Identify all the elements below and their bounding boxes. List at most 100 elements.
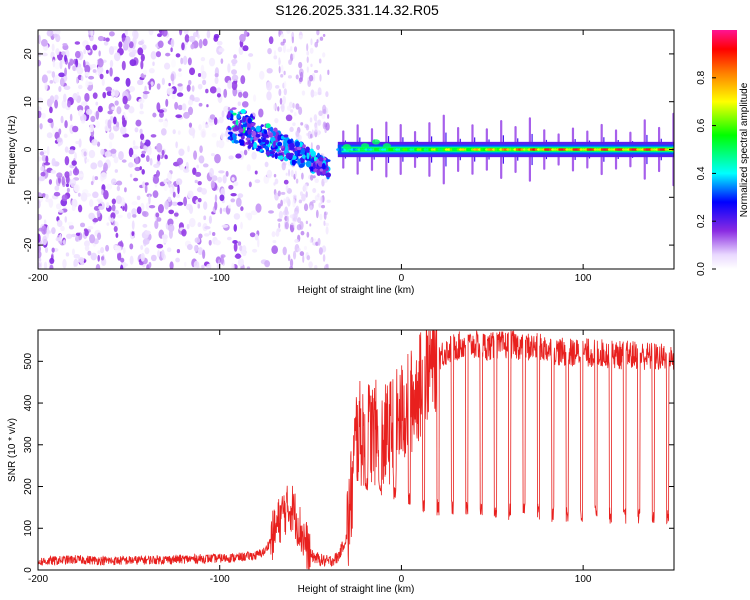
spectrogram-cell bbox=[38, 250, 42, 259]
spectrogram-cell bbox=[41, 193, 46, 198]
spectrogram-cell bbox=[95, 110, 100, 120]
spectrogram-cell bbox=[294, 238, 300, 243]
spectrogram-cell bbox=[92, 217, 99, 223]
spectrogram-cell bbox=[208, 215, 212, 224]
spectrogram-cell bbox=[397, 148, 401, 151]
spectrogram-cell bbox=[77, 105, 84, 112]
spectrogram-cell bbox=[129, 59, 137, 67]
spectrogram-cell bbox=[338, 148, 342, 151]
spectrogram-cell bbox=[140, 53, 145, 62]
spectrogram-cell bbox=[217, 176, 223, 183]
spectrogram-cell bbox=[206, 104, 209, 108]
spectrogram-cell bbox=[100, 246, 105, 254]
spectrogram-cell bbox=[268, 36, 274, 45]
spectrogram-cell bbox=[292, 53, 295, 60]
figure-title: S126.2025.331.14.32.R05 bbox=[275, 2, 439, 18]
spectrogram-cell bbox=[148, 83, 152, 91]
spectrogram-cell bbox=[640, 148, 645, 151]
spectrogram-cell bbox=[38, 233, 41, 243]
spectrogram-cell bbox=[84, 71, 90, 77]
spectrogram-cell bbox=[116, 180, 123, 186]
spectrogram-cell bbox=[203, 233, 210, 237]
spectrogram-cell bbox=[285, 114, 293, 122]
spectrogram-cell bbox=[240, 221, 243, 230]
spectrogram-cell bbox=[278, 210, 283, 220]
spectrogram-cell bbox=[84, 245, 90, 252]
spectrogram-cell bbox=[282, 95, 286, 105]
spectrogram-cell bbox=[529, 148, 534, 151]
spectrogram-y-axis: -20 -10 0 10 20 bbox=[23, 48, 674, 252]
spectrogram-cell bbox=[574, 148, 579, 151]
spectrogram-cell bbox=[62, 259, 67, 269]
spectrogram-cell bbox=[308, 261, 313, 269]
spectrogram-cell bbox=[38, 34, 41, 45]
spectrogram-cell bbox=[89, 36, 94, 42]
spectrogram-cell bbox=[659, 148, 664, 151]
spectrogram-cell bbox=[126, 212, 132, 219]
spectrogram-cell bbox=[98, 200, 101, 204]
spectrogram-cell bbox=[503, 148, 508, 151]
spectrogram-cell bbox=[631, 148, 635, 151]
spectrogram-cell bbox=[326, 199, 331, 203]
spectrogram-cell bbox=[302, 154, 306, 159]
spectrogram-cell bbox=[666, 148, 671, 151]
spectrogram-cell bbox=[38, 176, 45, 182]
spectrogram-cell bbox=[321, 163, 326, 170]
spectrogram-cell bbox=[58, 209, 64, 213]
spectrogram-cell bbox=[291, 36, 294, 44]
spectrogram-cell bbox=[109, 59, 114, 68]
spectrogram-cell bbox=[664, 148, 668, 151]
spectrogram-cell bbox=[156, 83, 161, 90]
spectrogram-cell bbox=[282, 246, 287, 256]
spectrogram-cell bbox=[51, 247, 55, 253]
spectrogram-cell bbox=[588, 148, 593, 151]
spectrogram-cell bbox=[187, 190, 194, 199]
spectrogram-cell bbox=[145, 202, 150, 210]
spectrogram-cell bbox=[292, 102, 295, 109]
spectrogram-cell bbox=[277, 203, 281, 210]
spectrogram-cell bbox=[64, 216, 68, 223]
spectrogram-cell bbox=[144, 85, 147, 93]
spectrogram-cell bbox=[265, 151, 271, 155]
spectrogram-cell bbox=[534, 148, 538, 151]
spectrogram-cell bbox=[41, 52, 48, 57]
spectrogram-cell bbox=[282, 38, 286, 44]
spectrogram-cell bbox=[43, 261, 48, 269]
spectrogram-cell bbox=[292, 122, 296, 127]
spectrogram-cell bbox=[187, 57, 192, 66]
spectrogram-cell bbox=[87, 250, 92, 256]
spectrogram-cell bbox=[152, 190, 159, 199]
spectrogram-cell bbox=[249, 232, 256, 238]
spectrogram-cell bbox=[131, 208, 137, 216]
spectrogram-cell bbox=[132, 145, 139, 150]
spectrogram-cell bbox=[325, 159, 331, 162]
spectrogram-cell bbox=[284, 206, 289, 215]
spectrogram-cell bbox=[231, 58, 238, 65]
spectrogram-cell bbox=[194, 237, 201, 244]
spectrogram-cell bbox=[310, 150, 316, 157]
spectrogram-cell bbox=[626, 148, 630, 151]
spectrogram-x-axis-label: Height of straight line (km) bbox=[298, 285, 415, 296]
spectrogram-cell bbox=[144, 247, 150, 255]
spectrogram-cell bbox=[293, 211, 299, 218]
spectrogram-cell bbox=[51, 71, 56, 78]
spectrogram-cell bbox=[274, 192, 279, 201]
spectrogram-cell bbox=[59, 77, 65, 87]
spectrogram-cell bbox=[289, 266, 294, 269]
spectrogram-cell bbox=[235, 153, 242, 159]
spectrogram-cell bbox=[253, 141, 258, 149]
spectrogram-cell bbox=[54, 99, 59, 109]
spectrogram-cell bbox=[264, 139, 270, 145]
spectrogram-cell bbox=[52, 59, 56, 68]
spectrogram-cell bbox=[169, 186, 173, 195]
spectrogram-cell bbox=[46, 132, 53, 139]
spectrogram-cell bbox=[227, 106, 231, 111]
spectrogram-cell bbox=[109, 141, 113, 149]
spectrogram-cell bbox=[257, 238, 260, 248]
spectrogram-cell bbox=[168, 180, 171, 188]
spectrogram-cell bbox=[233, 181, 239, 187]
spectrogram-cell bbox=[230, 198, 236, 203]
spectrogram-cell bbox=[38, 262, 41, 268]
spectrogram-cell bbox=[124, 103, 130, 110]
